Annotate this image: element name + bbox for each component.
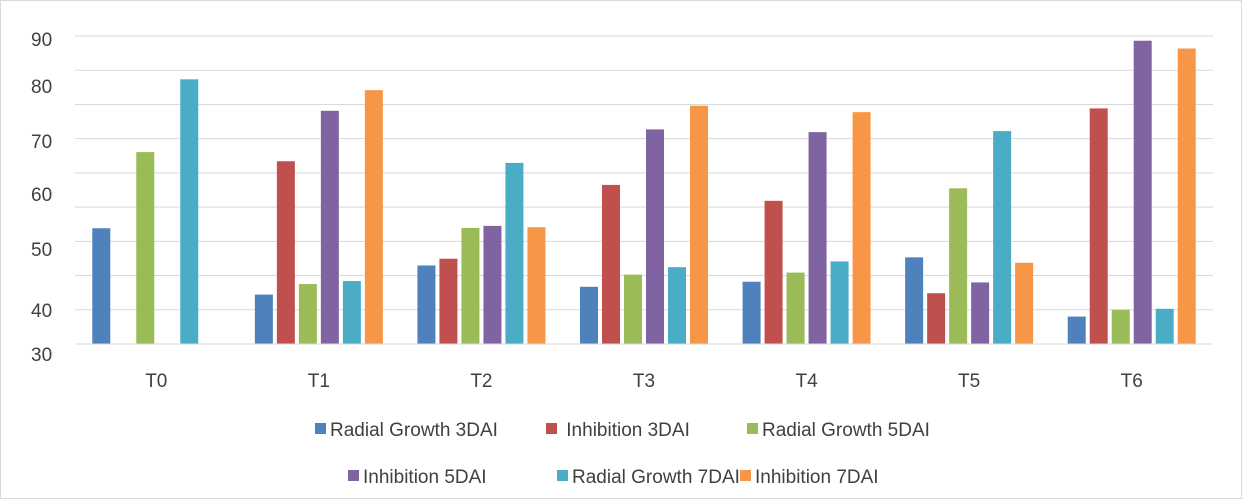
bar: [439, 258, 458, 344]
bar: [1177, 48, 1196, 345]
bar: [417, 265, 436, 344]
bar: [742, 281, 761, 344]
legend-swatch: [740, 470, 751, 481]
x-tick-label: T4: [795, 371, 818, 392]
x-tick-label: T1: [308, 371, 330, 392]
bar: [483, 225, 502, 344]
bar: [971, 282, 990, 344]
legend-swatch: [747, 423, 758, 434]
bar: [1015, 262, 1034, 344]
bar: [342, 281, 361, 344]
bar: [580, 286, 598, 344]
bar: [320, 110, 339, 344]
legend-swatch: [546, 423, 557, 434]
y-tick-label: 50: [31, 240, 52, 261]
legend-label: Inhibition 3DAI: [561, 420, 690, 441]
bar: [136, 152, 155, 344]
bar: [461, 227, 480, 344]
bar: [786, 272, 805, 344]
legend-label: Radial Growth 3DAI: [330, 420, 498, 441]
bar: [830, 261, 849, 344]
bar: [808, 132, 827, 344]
legend-label: Radial Growth 5DAI: [762, 420, 930, 441]
legend-label: Inhibition 7DAI: [755, 467, 879, 488]
legend-label: Inhibition 5DAI: [363, 467, 487, 488]
legend-swatch: [348, 470, 359, 481]
bar: [364, 90, 383, 345]
legend-swatch: [315, 423, 326, 434]
y-tick-label: 60: [31, 185, 52, 206]
bar: [1111, 309, 1130, 344]
bar: [254, 294, 273, 344]
y-tick-label: 90: [31, 30, 52, 51]
bar: [1155, 308, 1174, 344]
bar: [927, 293, 946, 344]
x-tick-label: T5: [958, 371, 980, 392]
x-tick-label: T6: [1121, 371, 1143, 392]
bar: [993, 131, 1012, 344]
bar: [1089, 108, 1108, 344]
bar: [852, 112, 871, 345]
y-tick-label: 70: [31, 132, 52, 153]
y-tick-label: 30: [31, 345, 52, 366]
bar: [624, 274, 642, 344]
legend-label: Radial Growth 7DAI: [572, 467, 740, 488]
bar: [668, 267, 686, 344]
bar: [180, 79, 199, 345]
bar: [690, 105, 708, 344]
bar: [764, 200, 783, 344]
bar: [646, 129, 664, 344]
bar: [1067, 316, 1086, 344]
bar: [1133, 40, 1152, 344]
bar: [949, 188, 968, 344]
x-tick-label: T0: [145, 371, 167, 392]
bar: [92, 228, 111, 344]
y-tick-label: 80: [31, 77, 52, 98]
x-tick-label: T2: [470, 371, 492, 392]
bar: [905, 257, 924, 344]
bar: [298, 284, 317, 344]
bar: [276, 161, 295, 344]
x-tick-label: T3: [633, 371, 655, 392]
bar: [602, 184, 620, 344]
bar: [505, 162, 524, 344]
y-tick-label: 40: [31, 301, 52, 322]
bar: [527, 227, 546, 344]
legend-swatch: [557, 470, 568, 481]
